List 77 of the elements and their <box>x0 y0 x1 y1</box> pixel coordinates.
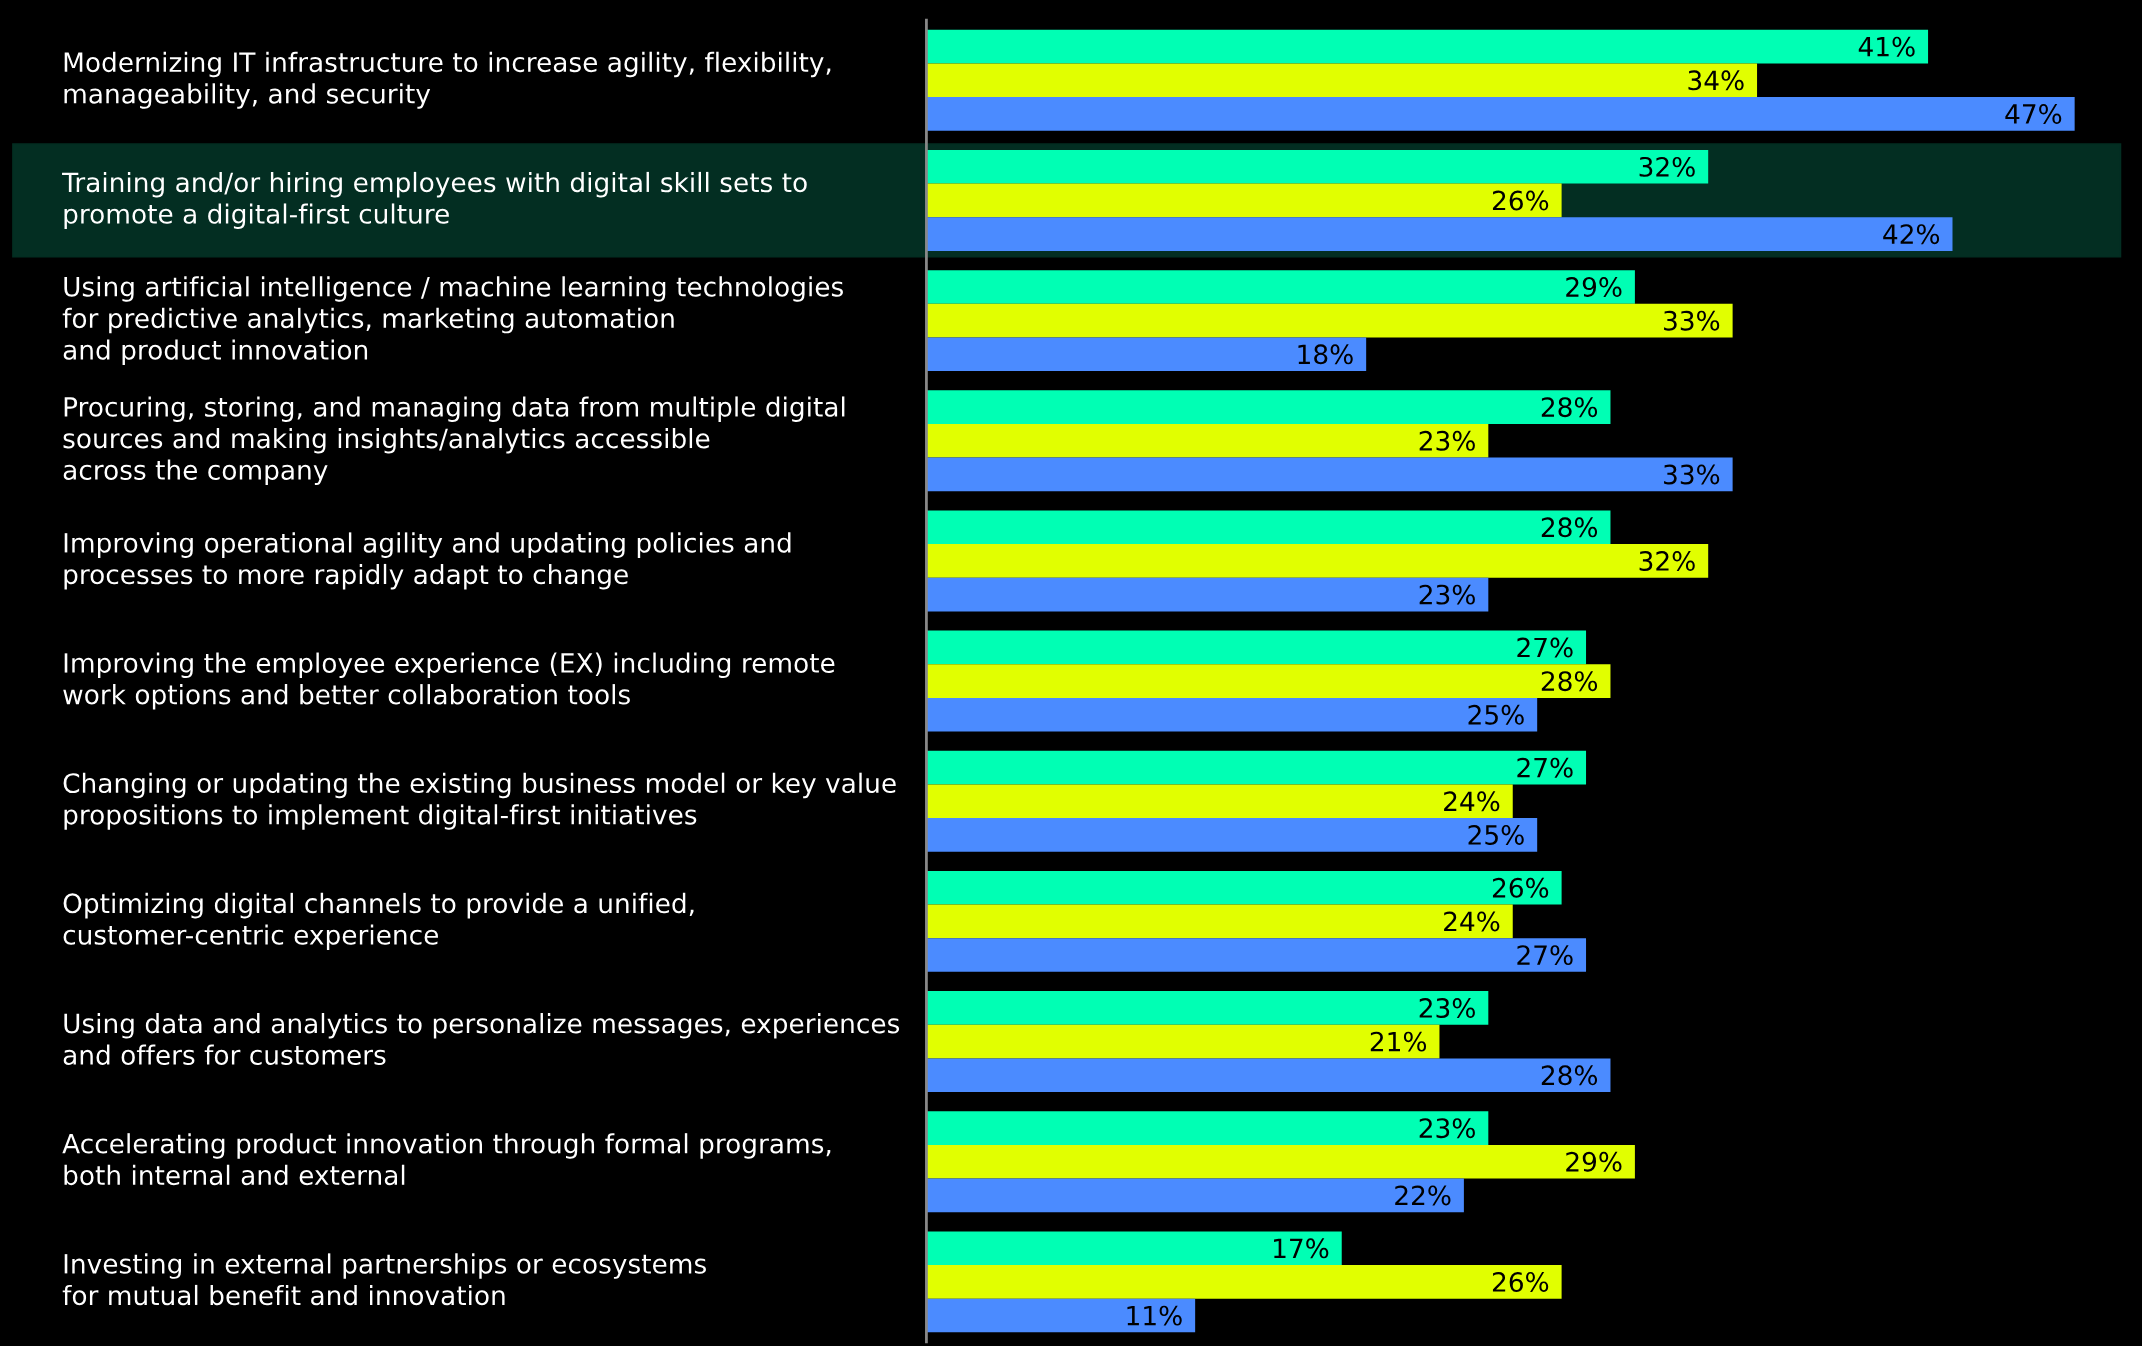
bar <box>926 1111 1489 1145</box>
bar <box>926 270 1635 304</box>
data-label: 26% <box>1492 190 1549 211</box>
bar <box>926 1265 1562 1299</box>
data-label: 26% <box>1492 1271 1549 1292</box>
y-tick-label: Using artificial intelligence / machine learning technologies for predictive analytics, marketing automation and product innovation <box>62 276 843 365</box>
y-tick-label: Accelerating product innovation through formal programs, both internal and external <box>62 1133 831 1186</box>
data-label: 29% <box>1566 277 1622 298</box>
data-label: 28% <box>1541 671 1598 692</box>
data-label: 32% <box>1639 551 1695 571</box>
data-label: 34% <box>1688 70 1744 91</box>
data-label: 22% <box>1395 1185 1451 1206</box>
data-label: 33% <box>1664 464 1720 485</box>
bar <box>926 577 1489 612</box>
bar <box>926 664 1611 698</box>
y-tick-label: Procuring, storing, and managing data from multiple digital sources and making insights/analytics accessible across the company <box>63 396 845 486</box>
data-label: 25% <box>1468 704 1524 725</box>
data-label: 41% <box>1858 36 1915 57</box>
bar <box>926 784 1513 819</box>
y-tick-label: Optimizing digital channels to provide a unified, customer-centric experience <box>63 892 694 950</box>
data-label: 24% <box>1444 791 1500 812</box>
bar <box>926 1144 1635 1179</box>
data-label: 23% <box>1419 998 1475 1018</box>
bar <box>926 1298 1196 1333</box>
bar <box>926 938 1587 972</box>
data-label: 28% <box>1541 397 1598 418</box>
y-tick-label: Training and/or hiring employees with digital skill sets to promote a digital-first culture <box>62 171 807 229</box>
bar <box>926 149 1709 184</box>
bar <box>926 870 1562 905</box>
data-label: 11% <box>1127 1305 1182 1326</box>
bar <box>926 337 1367 372</box>
data-label: 47% <box>2005 104 2062 124</box>
data-label: 25% <box>1468 824 1524 845</box>
bar <box>926 1231 1342 1266</box>
bar <box>926 630 1587 665</box>
y-tick-label: Investing in external partnerships or ecosystems for mutual benefit and innovation <box>62 1253 706 1306</box>
y-tick-label: Improving the employee experience (EX) including remote work options and better collaboration tools <box>63 652 835 710</box>
data-label: 27% <box>1517 757 1573 778</box>
data-label: 23% <box>1419 430 1475 451</box>
data-label: 28% <box>1541 517 1598 538</box>
bar <box>926 818 1538 852</box>
bar <box>926 303 1733 338</box>
bar <box>926 544 1709 578</box>
bar <box>926 1178 1464 1213</box>
bar <box>926 904 1513 939</box>
data-label: 28% <box>1541 1065 1598 1086</box>
data-label: 42% <box>1883 224 1940 245</box>
data-label: 24% <box>1444 911 1500 932</box>
data-label: 23% <box>1419 584 1475 605</box>
bar <box>926 697 1538 732</box>
data-label: 18% <box>1298 344 1353 365</box>
data-label: 17% <box>1274 1238 1329 1259</box>
data-label: 33% <box>1664 310 1720 331</box>
bar <box>926 750 1587 785</box>
bar <box>926 991 1489 1025</box>
bar <box>926 63 1758 98</box>
bar <box>926 1058 1611 1093</box>
data-label: 32% <box>1639 156 1695 177</box>
bar <box>926 183 1562 218</box>
data-label: 23% <box>1419 1118 1475 1139</box>
bar <box>926 1024 1440 1059</box>
data-label: 26% <box>1492 877 1549 898</box>
y-tick-label: Changing or updating the existing business model or key value propositions to implement digital-first initiatives <box>63 772 896 830</box>
bar <box>926 390 1611 424</box>
y-tick-label: Modernizing IT infrastructure to increase agility, flexibility, manageability, and security <box>64 51 831 109</box>
bar <box>926 29 1929 64</box>
data-label: 21% <box>1370 1031 1427 1052</box>
bar <box>926 217 1953 251</box>
bar <box>926 423 1489 458</box>
data-label: 29% <box>1566 1151 1622 1172</box>
bar <box>926 510 1611 545</box>
bar <box>926 97 2075 131</box>
data-label: 27% <box>1517 637 1573 658</box>
bar <box>926 457 1733 492</box>
data-label: 27% <box>1517 945 1573 966</box>
y-tick-label: Using data and analytics to personalize messages, experiences and offers for customers <box>63 1013 900 1065</box>
y-tick-label: Improving operational agility and updating policies and processes to more rapidly adapt to change <box>64 532 791 590</box>
